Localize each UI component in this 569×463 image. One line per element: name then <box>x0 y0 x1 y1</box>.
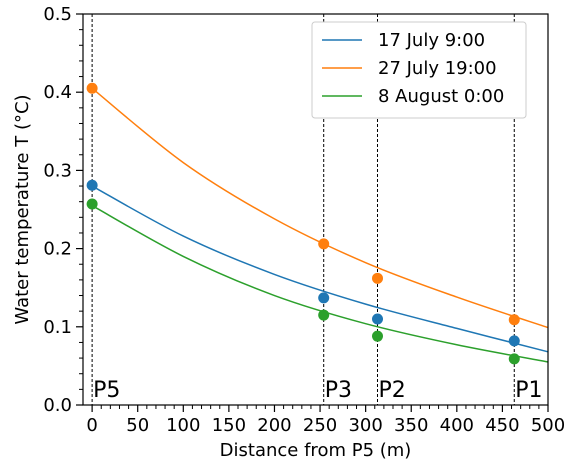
legend-label: 17 July 9:00 <box>378 30 485 51</box>
data-point <box>372 313 383 325</box>
data-point <box>508 353 520 365</box>
plot-frame <box>82 13 549 406</box>
position-labels: P5 P3 P2 P1 <box>93 378 542 403</box>
x-tick-label: 0 <box>86 415 97 436</box>
position-label: P2 <box>379 378 406 403</box>
x-tick-label: 250 <box>303 415 337 436</box>
data-point <box>508 335 520 347</box>
y-tick-label: 0.3 <box>43 160 72 181</box>
data-point <box>372 330 383 342</box>
position-label: P1 <box>515 378 542 403</box>
x-tick-label: 500 <box>531 415 565 436</box>
data-point <box>318 238 330 250</box>
data-point <box>318 292 330 304</box>
series-line <box>91 185 549 353</box>
series-line <box>91 87 549 329</box>
legend-label: 27 July 19:00 <box>378 58 497 79</box>
legend: 17 July 9:00 27 July 19:00 8 August 0:00 <box>311 21 527 119</box>
x-tick-label: 150 <box>212 415 246 436</box>
x-tick-label: 200 <box>257 415 291 436</box>
legend-box <box>311 21 527 119</box>
series-0 <box>86 179 549 353</box>
position-label: P3 <box>325 378 352 403</box>
y-tick-label: 0.1 <box>43 317 72 338</box>
x-tick-label: 350 <box>394 415 428 436</box>
series-group <box>86 82 549 365</box>
legend-label: 8 August 0:00 <box>378 86 504 107</box>
y-tick-label: 0.5 <box>43 4 72 25</box>
data-point <box>318 309 330 321</box>
data-point <box>86 198 98 210</box>
position-label: P5 <box>93 378 120 403</box>
x-tick-label: 400 <box>440 415 474 436</box>
data-point <box>372 272 383 284</box>
data-point <box>86 82 98 94</box>
x-axis-label: Distance from P5 (m) <box>220 440 412 461</box>
y-tick-label: 0.0 <box>43 395 72 416</box>
data-point <box>508 314 520 326</box>
x-tick-label: 100 <box>166 415 200 436</box>
x-tick-label: 450 <box>485 415 519 436</box>
data-point <box>86 179 98 191</box>
y-tick-label: 0.4 <box>43 82 72 103</box>
series-2 <box>86 198 549 365</box>
y-axis-label: Water temperature T (°C) <box>12 94 33 324</box>
series-1 <box>86 82 549 329</box>
series-line <box>91 204 549 363</box>
x-tick-label: 50 <box>126 415 149 436</box>
x-tick-label: 300 <box>348 415 382 436</box>
axes: 0 50 100 150 200 250 300 350 400 450 500 0.0 0.1 0.2 0… <box>43 4 565 436</box>
y-tick-label: 0.2 <box>43 239 72 260</box>
